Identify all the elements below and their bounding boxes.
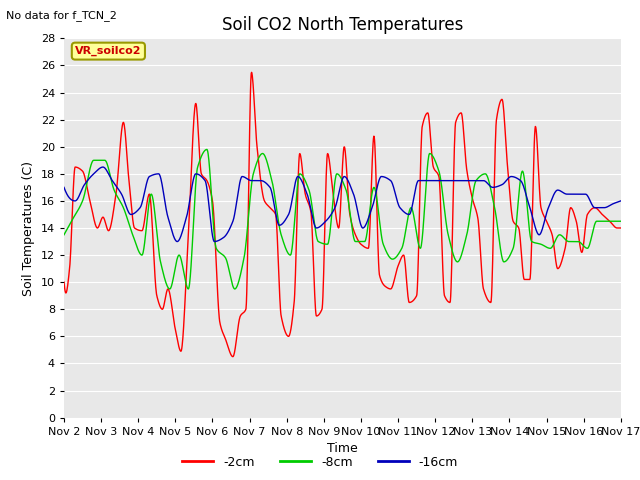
-2cm <box>248 70 255 75</box>
-16cm <box>99 164 107 170</box>
-2cm <box>126 186 134 192</box>
-8cm <box>166 286 173 292</box>
-8cm <box>103 161 111 167</box>
Y-axis label: Soil Temperatures (C): Soil Temperatures (C) <box>22 160 35 296</box>
-2cm <box>297 155 305 161</box>
-8cm <box>319 240 326 246</box>
-16cm <box>378 174 385 180</box>
-16cm <box>126 211 134 217</box>
Line: -2cm: -2cm <box>64 72 621 357</box>
X-axis label: Time: Time <box>327 442 358 455</box>
-8cm <box>126 224 134 229</box>
-2cm <box>319 301 326 307</box>
-16cm <box>60 184 68 190</box>
Text: VR_soilco2: VR_soilco2 <box>75 46 141 56</box>
Line: -8cm: -8cm <box>64 149 621 289</box>
Text: No data for f_TCN_2: No data for f_TCN_2 <box>6 10 117 21</box>
-8cm <box>60 232 68 238</box>
Legend: -2cm, -8cm, -16cm: -2cm, -8cm, -16cm <box>177 451 463 474</box>
-2cm <box>308 235 316 241</box>
Line: -16cm: -16cm <box>64 167 621 241</box>
-2cm <box>60 279 68 285</box>
-8cm <box>617 218 625 224</box>
-2cm <box>103 226 111 231</box>
-8cm <box>297 171 305 177</box>
-8cm <box>308 207 316 213</box>
-16cm <box>308 215 316 220</box>
-16cm <box>297 177 305 182</box>
Title: Soil CO2 North Temperatures: Soil CO2 North Temperatures <box>221 16 463 34</box>
-16cm <box>104 169 111 175</box>
-2cm <box>229 354 237 360</box>
-2cm <box>617 225 625 231</box>
-8cm <box>203 146 211 152</box>
-16cm <box>617 198 625 204</box>
-16cm <box>319 221 326 227</box>
-16cm <box>211 239 218 244</box>
-2cm <box>378 278 385 284</box>
-8cm <box>378 234 385 240</box>
